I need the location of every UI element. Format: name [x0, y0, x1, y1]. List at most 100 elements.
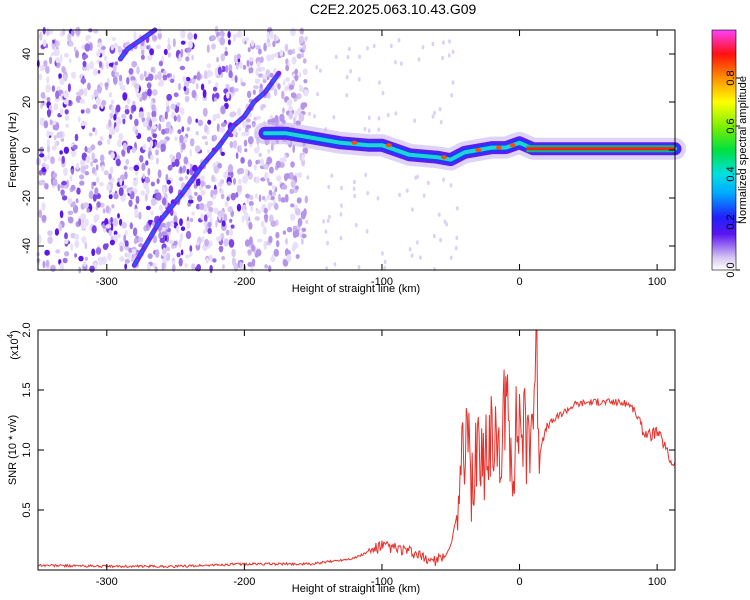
- noise-blob: [259, 66, 266, 72]
- noise-blob: [76, 187, 81, 195]
- noise-blob: [99, 202, 105, 208]
- noise-blob: [408, 247, 412, 252]
- noise-blob: [191, 263, 196, 271]
- noise-blob: [229, 228, 234, 237]
- noise-blob: [74, 239, 80, 249]
- noise-blob: [247, 136, 254, 145]
- noise-blob: [44, 249, 50, 256]
- noise-blob: [414, 175, 418, 180]
- noise-blob: [42, 260, 46, 269]
- noise-blob: [170, 222, 175, 228]
- noise-blob: [168, 239, 174, 245]
- noise-blob: [340, 185, 343, 191]
- noise-blob: [450, 93, 453, 98]
- noise-blob: [216, 57, 219, 63]
- track-hotspot: [385, 143, 392, 148]
- noise-blob: [52, 39, 55, 44]
- noise-blob: [87, 82, 91, 91]
- noise-blob: [115, 158, 121, 167]
- noise-blob: [159, 79, 165, 87]
- noise-blob: [229, 111, 235, 118]
- noise-blob: [67, 197, 73, 205]
- noise-blob: [121, 113, 127, 120]
- noise-blob: [140, 190, 145, 196]
- noise-blob: [91, 167, 96, 175]
- noise-blob: [285, 237, 288, 245]
- noise-blob: [221, 189, 224, 194]
- noise-blob: [95, 164, 99, 171]
- noise-blob: [298, 36, 302, 45]
- noise-blob: [162, 74, 168, 81]
- noise-blob: [303, 89, 309, 97]
- noise-blob: [269, 72, 274, 78]
- noise-blob: [290, 92, 297, 97]
- noise-blob: [134, 208, 139, 217]
- noise-blob: [433, 110, 436, 116]
- noise-blob: [176, 225, 180, 234]
- noise-blob: [189, 163, 193, 169]
- noise-blob: [181, 142, 186, 150]
- noise-blob: [285, 173, 290, 179]
- noise-blob: [64, 109, 69, 115]
- noise-blob: [191, 89, 197, 99]
- noise-blob: [110, 45, 114, 51]
- noise-blob: [174, 136, 178, 142]
- noise-blob: [237, 58, 241, 63]
- noise-blob: [144, 176, 150, 184]
- noise-blob: [96, 51, 101, 57]
- snr-panel: -300 -200 -100 0 100 0.5 1.0 1.5 2.0 (x104) Hei…: [6, 322, 676, 595]
- noise-blob: [112, 217, 118, 227]
- noise-blob: [449, 255, 453, 260]
- noise-blob: [260, 220, 265, 228]
- noise-blob: [284, 43, 289, 52]
- y-tick-label: 0.5: [21, 502, 33, 517]
- noise-blob: [265, 42, 272, 47]
- noise-blob: [51, 85, 56, 92]
- noise-blob: [61, 195, 68, 201]
- noise-blob: [229, 141, 234, 149]
- noise-blob: [63, 146, 70, 154]
- noise-blob: [235, 33, 241, 38]
- noise-blob: [237, 107, 242, 117]
- noise-blob: [304, 195, 308, 204]
- noise-blob: [204, 141, 209, 146]
- noise-blob: [169, 154, 174, 159]
- noise-blob: [135, 129, 139, 137]
- noise-blob: [83, 87, 88, 97]
- noise-blob: [185, 254, 191, 259]
- noise-blob: [327, 184, 331, 190]
- noise-blob: [187, 40, 193, 49]
- noise-blob: [301, 233, 307, 239]
- noise-blob: [281, 90, 285, 100]
- noise-blob: [108, 62, 114, 67]
- noise-blob: [183, 81, 190, 87]
- noise-blob: [106, 138, 111, 145]
- noise-blob: [279, 49, 284, 57]
- noise-blob: [118, 187, 124, 197]
- noise-blob: [119, 245, 124, 252]
- noise-blob: [290, 203, 295, 208]
- noise-blob: [47, 153, 51, 160]
- noise-blob: [80, 88, 84, 96]
- noise-blob: [272, 40, 276, 48]
- noise-blob: [324, 229, 328, 234]
- noise-blob: [433, 267, 436, 272]
- noise-blob: [182, 138, 188, 143]
- noise-blob: [146, 111, 151, 118]
- noise-blob: [132, 227, 138, 237]
- noise-blob: [67, 210, 74, 215]
- noise-blob: [451, 49, 455, 55]
- noise-blob: [64, 251, 70, 257]
- noise-blob: [211, 43, 216, 50]
- noise-blob: [142, 173, 146, 180]
- noise-blob: [43, 156, 48, 162]
- noise-blob: [288, 99, 293, 106]
- noise-blob: [38, 209, 43, 218]
- noise-blob: [147, 88, 152, 97]
- noise-blob: [245, 168, 249, 176]
- x-tick-label: 100: [648, 576, 666, 588]
- noise-blob: [290, 161, 295, 168]
- noise-blob: [166, 179, 171, 185]
- noise-blob: [161, 231, 167, 237]
- noise-blob: [141, 48, 145, 56]
